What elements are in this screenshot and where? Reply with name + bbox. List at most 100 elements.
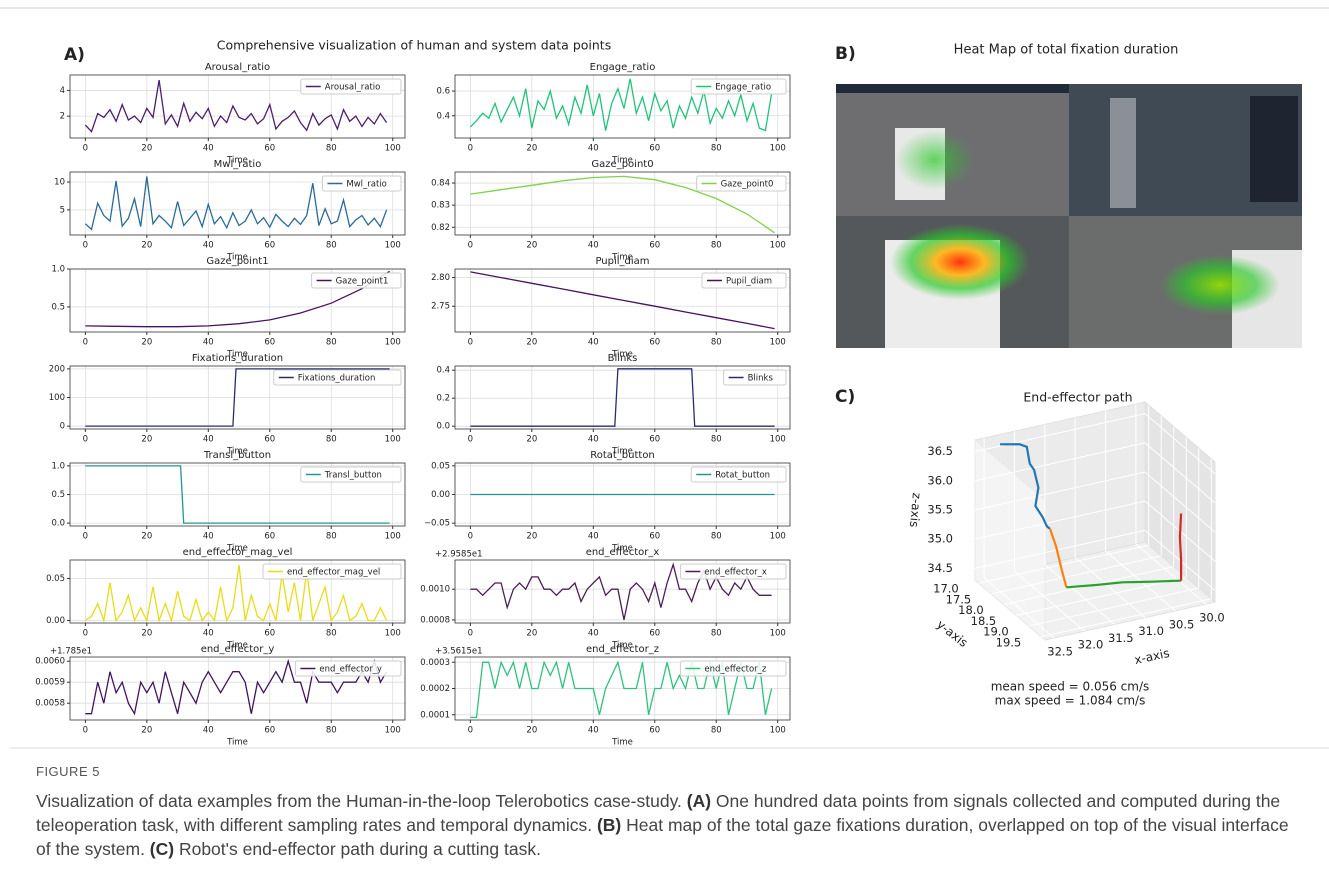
x-tick-label: 20 bbox=[141, 532, 152, 542]
x-tick-label: 80 bbox=[711, 241, 722, 251]
axes-frame bbox=[69, 365, 406, 430]
grid-line bbox=[974, 442, 1146, 482]
y-tick-label: 0.0 bbox=[436, 422, 450, 432]
grid-line bbox=[1144, 442, 1216, 504]
x-tick-label: 0 bbox=[468, 144, 473, 154]
x-tick-label: 40 bbox=[588, 726, 599, 736]
x-tick-label: 60 bbox=[264, 726, 275, 736]
series-line bbox=[470, 368, 775, 427]
y-tick-label: 0.5 bbox=[51, 302, 65, 312]
heatmap-image bbox=[836, 84, 1302, 348]
subplot-title: Blinks bbox=[608, 353, 638, 364]
x-tick-label: 100 bbox=[770, 338, 786, 348]
series-line bbox=[84, 79, 388, 133]
x-tick-label: 20 bbox=[526, 726, 537, 736]
x-tick-label: 40 bbox=[588, 241, 599, 251]
grid-line bbox=[991, 555, 1162, 595]
y-tick-label: 0.2 bbox=[436, 394, 450, 404]
y-tick-label: 0.0001 bbox=[420, 710, 450, 720]
x-tick-label: 40 bbox=[588, 435, 599, 445]
z-tick-label: 35.0 bbox=[927, 532, 953, 546]
axes-frame bbox=[454, 656, 791, 721]
x-axis-label: Time bbox=[226, 544, 248, 554]
x-tick-label: 80 bbox=[326, 726, 337, 736]
annotation: mean speed = 0.056 cm/s bbox=[991, 680, 1150, 694]
axes-frame bbox=[69, 74, 406, 139]
grid-line bbox=[1135, 543, 1207, 605]
legend-label: end_effector_mag_vel bbox=[287, 568, 380, 578]
x-axis-label: Time bbox=[611, 350, 633, 360]
y-tick-label: 0.0058 bbox=[35, 699, 65, 709]
y-tick-label: 2.80 bbox=[431, 273, 450, 283]
x-tick-label: 20 bbox=[526, 338, 537, 348]
legend-box bbox=[679, 563, 787, 580]
x-axis-label: Time bbox=[611, 738, 633, 748]
series-line bbox=[470, 562, 772, 621]
y-tick-label: 0.05 bbox=[46, 574, 65, 584]
y-tick-label: 0.0059 bbox=[35, 678, 65, 688]
series-line bbox=[470, 175, 775, 234]
axes-frame bbox=[69, 656, 406, 721]
x-axis-label: Time bbox=[226, 641, 248, 651]
y-tick-label: 10 bbox=[54, 178, 65, 188]
y-tick-label: 19.5 bbox=[996, 635, 1022, 649]
subplot-title: Gaze_point0 bbox=[591, 159, 653, 170]
y-tick-label: 0.0003 bbox=[420, 658, 450, 668]
x-tick-label: 0 bbox=[83, 532, 88, 542]
series-line bbox=[85, 368, 390, 427]
x-tick-label: 20 bbox=[141, 629, 152, 639]
y-tick-label: 0.4 bbox=[436, 366, 450, 376]
x-tick-label: 80 bbox=[326, 532, 337, 542]
legend-label: Engage_ratio bbox=[715, 83, 771, 93]
subplot-title: end_effector_x bbox=[586, 547, 660, 558]
y-tick-label: 19.0 bbox=[983, 625, 1009, 639]
axes-frame bbox=[454, 171, 791, 236]
y-tick-label: 1.0 bbox=[51, 461, 65, 471]
legend-label: end_effector_y bbox=[319, 665, 382, 675]
x-tick-label: 0 bbox=[468, 532, 473, 542]
x-tick-label: 80 bbox=[326, 144, 337, 154]
grid-line bbox=[1044, 564, 1116, 625]
x-tick-label: 60 bbox=[264, 144, 275, 154]
grid-line bbox=[978, 544, 1149, 584]
axes-frame bbox=[454, 74, 791, 139]
x-axis-label: Time bbox=[611, 447, 633, 457]
legend-box bbox=[294, 660, 402, 677]
grid-line bbox=[1014, 570, 1085, 632]
caption-part: (C) bbox=[149, 839, 175, 859]
suptitle: Comprehensive visualization of human and… bbox=[217, 38, 611, 53]
chart-title: End-effector path bbox=[1023, 390, 1132, 405]
x-tick-label: 40 bbox=[588, 338, 599, 348]
grid-line bbox=[983, 577, 1055, 639]
heatmap-title: Heat Map of total fixation duration bbox=[954, 43, 1179, 58]
x-tick-label: 0 bbox=[468, 338, 473, 348]
x-tick-label: 100 bbox=[385, 241, 401, 251]
grid-line bbox=[1041, 598, 1212, 638]
x-tick-label: 40 bbox=[203, 435, 214, 445]
z-tick-label: 34.5 bbox=[927, 561, 953, 575]
x-tick-label: 80 bbox=[326, 629, 337, 639]
x-tick-label: 30.5 bbox=[1169, 617, 1195, 631]
legend-label: Blinks bbox=[748, 374, 774, 384]
y-tick-label: 0.05 bbox=[431, 461, 450, 471]
toolbar bbox=[836, 84, 1069, 93]
x-tick-label: 30.0 bbox=[1199, 611, 1225, 625]
x-tick-label: 0 bbox=[83, 629, 88, 639]
x-tick-label: 40 bbox=[203, 241, 214, 251]
x-tick-label: 20 bbox=[141, 726, 152, 736]
caption-part: Heat map of the total gaze fixations dur… bbox=[36, 815, 1289, 859]
fixation-heat bbox=[890, 224, 1030, 300]
y-tick-label: 200 bbox=[49, 364, 65, 374]
x-tick-label: 20 bbox=[141, 144, 152, 154]
x-tick-label: 20 bbox=[526, 241, 537, 251]
subplot-title: end_effector_y bbox=[201, 644, 275, 655]
x-tick-label: 80 bbox=[711, 144, 722, 154]
legend-label: Gaze_point1 bbox=[336, 277, 389, 287]
panel-label: A) bbox=[64, 45, 85, 65]
legend-box bbox=[300, 466, 402, 483]
legend-label: end_effector_x bbox=[704, 568, 767, 578]
x-tick-label: 0 bbox=[468, 435, 473, 445]
series-line bbox=[84, 176, 388, 231]
x-tick-label: 80 bbox=[711, 726, 722, 736]
